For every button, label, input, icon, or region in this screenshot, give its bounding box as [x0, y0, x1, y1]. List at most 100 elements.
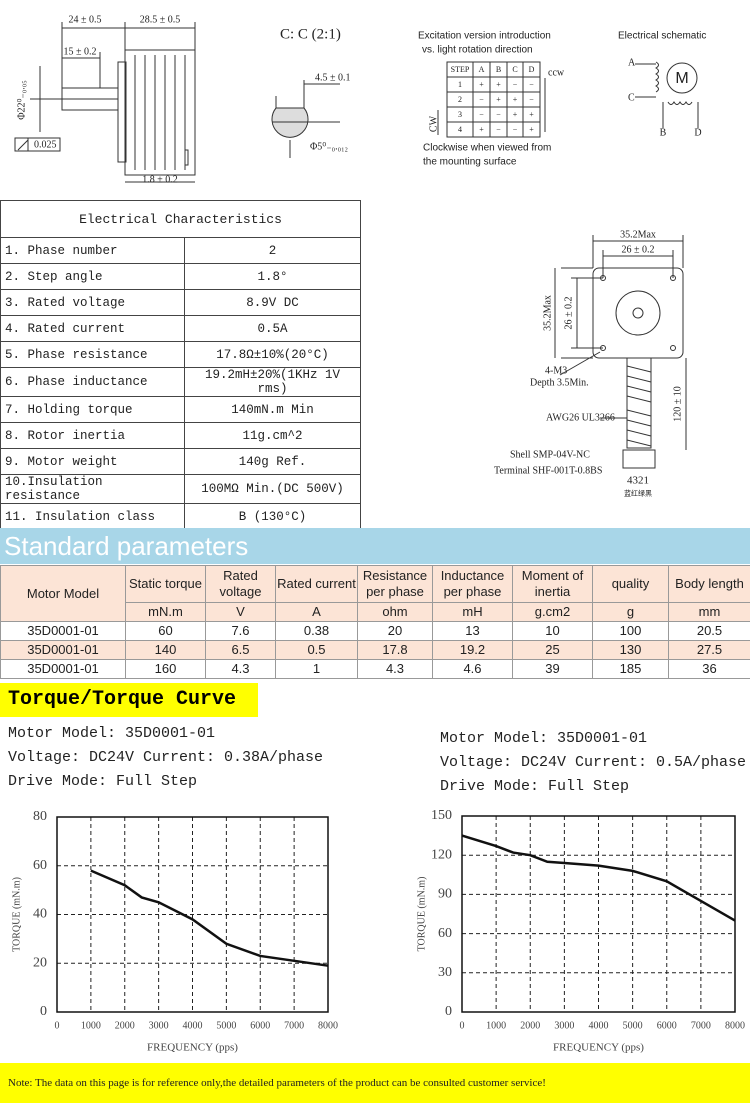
y-tick-label: 60 — [33, 858, 47, 873]
chart-info: Drive Mode: Full Step — [8, 773, 197, 790]
x-tick-label: 3000 — [149, 1020, 169, 1031]
chart-info: Motor Model: 35D0001-01 — [8, 725, 215, 742]
table-row: 1. Phase number 2 — [0, 237, 361, 264]
side-view-drawing — [14, 22, 196, 183]
x-tick-label: 5000 — [216, 1020, 236, 1031]
step-cell: A — [479, 65, 485, 74]
data-cell: 130 — [592, 640, 669, 660]
chart-info: Voltage: DC24V Current: 0.38A/phase — [8, 749, 323, 766]
data-cell: 4.3 — [357, 659, 433, 679]
part-label: 4-M3 — [545, 365, 567, 376]
dim-label: 120 ± 10 — [672, 386, 683, 422]
dim-label: Φ22⁰₋₀.₀₅ — [16, 80, 27, 120]
step-cell: − — [479, 95, 484, 104]
row-value: 2 — [184, 237, 361, 264]
x-tick-label: 4000 — [183, 1020, 203, 1031]
plot-frame — [461, 815, 736, 1013]
header-cell: quality — [592, 565, 669, 603]
data-cell: 4.6 — [432, 659, 513, 679]
step-cell: 2 — [458, 95, 462, 104]
data-cell: 35D0001-01 — [0, 621, 126, 641]
x-tick-label: 8000 — [725, 1020, 745, 1031]
step-cell: 1 — [458, 80, 462, 89]
data-cell: 25 — [512, 640, 593, 660]
data-cell: 60 — [125, 621, 206, 641]
data-cell: 140 — [125, 640, 206, 660]
y-tick-label: 30 — [438, 965, 452, 980]
step-cell: + — [513, 95, 518, 104]
dim-label: 24 ± 0.5 — [69, 14, 102, 25]
table-row: 10.Insulation resistance 100MΩ Min.(DC 50… — [0, 474, 361, 504]
electrical-table: Electrical Characteristics 1. Phase numbe… — [0, 200, 361, 530]
dim-label: Φ5⁰₋₀.₀₁₂ — [310, 141, 348, 152]
row-value: 1.8° — [184, 263, 361, 290]
x-axis-label: FREQUENCY (pps) — [553, 1042, 644, 1054]
dim-label: 28.5 ± 0.5 — [140, 14, 181, 25]
table-row: 9. Motor weight 140g Ref. — [0, 448, 361, 475]
dim-label: 35.2Max — [542, 295, 553, 331]
row-value: B (130°C) — [184, 503, 361, 530]
row-value: 140mN.m Min — [184, 396, 361, 423]
excitation-caption: Clockwise when viewed from — [423, 143, 551, 154]
direction-label: CW — [428, 115, 439, 132]
row-value: 17.8Ω±10%(20°C) — [184, 341, 361, 368]
row-label: 1. Phase number — [0, 237, 185, 264]
unit-cell: mm — [668, 602, 750, 622]
data-cell: 20 — [357, 621, 433, 641]
table-row: 4. Rated current 0.5A — [0, 315, 361, 342]
row-label: 11. Insulation class — [0, 503, 185, 530]
pin-label: 4321 — [627, 475, 649, 487]
header-cell: Rated voltage — [205, 565, 276, 603]
data-cell: 6.5 — [205, 640, 276, 660]
step-cell: B — [496, 65, 501, 74]
step-cell: + — [496, 95, 501, 104]
row-value: 19.2mH±20%(1KHz 1V rms) — [184, 367, 361, 397]
y-tick-label: 60 — [438, 926, 452, 941]
terminal-label: B — [660, 127, 667, 138]
motor-symbol: M — [675, 70, 688, 87]
y-tick-label: 0 — [445, 1004, 452, 1019]
step-cell: + — [529, 110, 534, 119]
data-cell: 100 — [592, 621, 669, 641]
data-cell: 39 — [512, 659, 593, 679]
step-cell: − — [513, 80, 518, 89]
table-row: 8. Rotor inertia 11g.cm^2 — [0, 422, 361, 449]
y-tick-label: 20 — [33, 955, 47, 970]
terminal-label: A — [628, 57, 636, 68]
x-tick-label: 6000 — [657, 1020, 677, 1031]
y-tick-label: 120 — [431, 847, 452, 862]
data-cell: 13 — [432, 621, 513, 641]
table-row: 3. Rated voltage 8.9V DC — [0, 289, 361, 316]
data-cell: 35D0001-01 — [0, 659, 126, 679]
data-cell: 27.5 — [668, 640, 750, 660]
data-cell: 20.5 — [668, 621, 750, 641]
step-cell: 4 — [458, 125, 462, 134]
part-label: AWG26 UL3266 — [546, 412, 615, 423]
section-title: Torque/Torque Curve — [0, 683, 258, 717]
table-row: 2. Step angle 1.8° — [0, 263, 361, 290]
x-tick-label: 7000 — [691, 1020, 711, 1031]
schematic-title: Electrical schematic — [618, 31, 706, 42]
x-tick-label: 3000 — [554, 1020, 574, 1031]
data-cell: 35D0001-01 — [0, 640, 126, 660]
data-row: 35D0001-01 140 6.5 0.5 17.8 19.2 25 130 27.5 — [0, 640, 750, 660]
step-cell: + — [479, 125, 484, 134]
pin-colors: 蓝红绿黑 — [624, 489, 652, 498]
x-tick-label: 1000 — [81, 1020, 101, 1031]
row-label: 8. Rotor inertia — [0, 422, 185, 449]
dim-label: 26 ± 0.2 — [622, 244, 655, 255]
section-drawing — [271, 80, 340, 158]
row-label: 3. Rated voltage — [0, 289, 185, 316]
data-cell: 10 — [512, 621, 593, 641]
data-cell: 19.2 — [432, 640, 513, 660]
x-tick-label: 2000 — [520, 1020, 540, 1031]
data-cell: 160 — [125, 659, 206, 679]
step-cell: C — [512, 65, 517, 74]
y-axis-label: TORQUE (mN.m) — [11, 877, 22, 952]
part-label: Depth 3.5Min. — [530, 377, 589, 388]
row-value: 100MΩ Min.(DC 500V) — [184, 474, 361, 504]
step-cell: + — [513, 110, 518, 119]
